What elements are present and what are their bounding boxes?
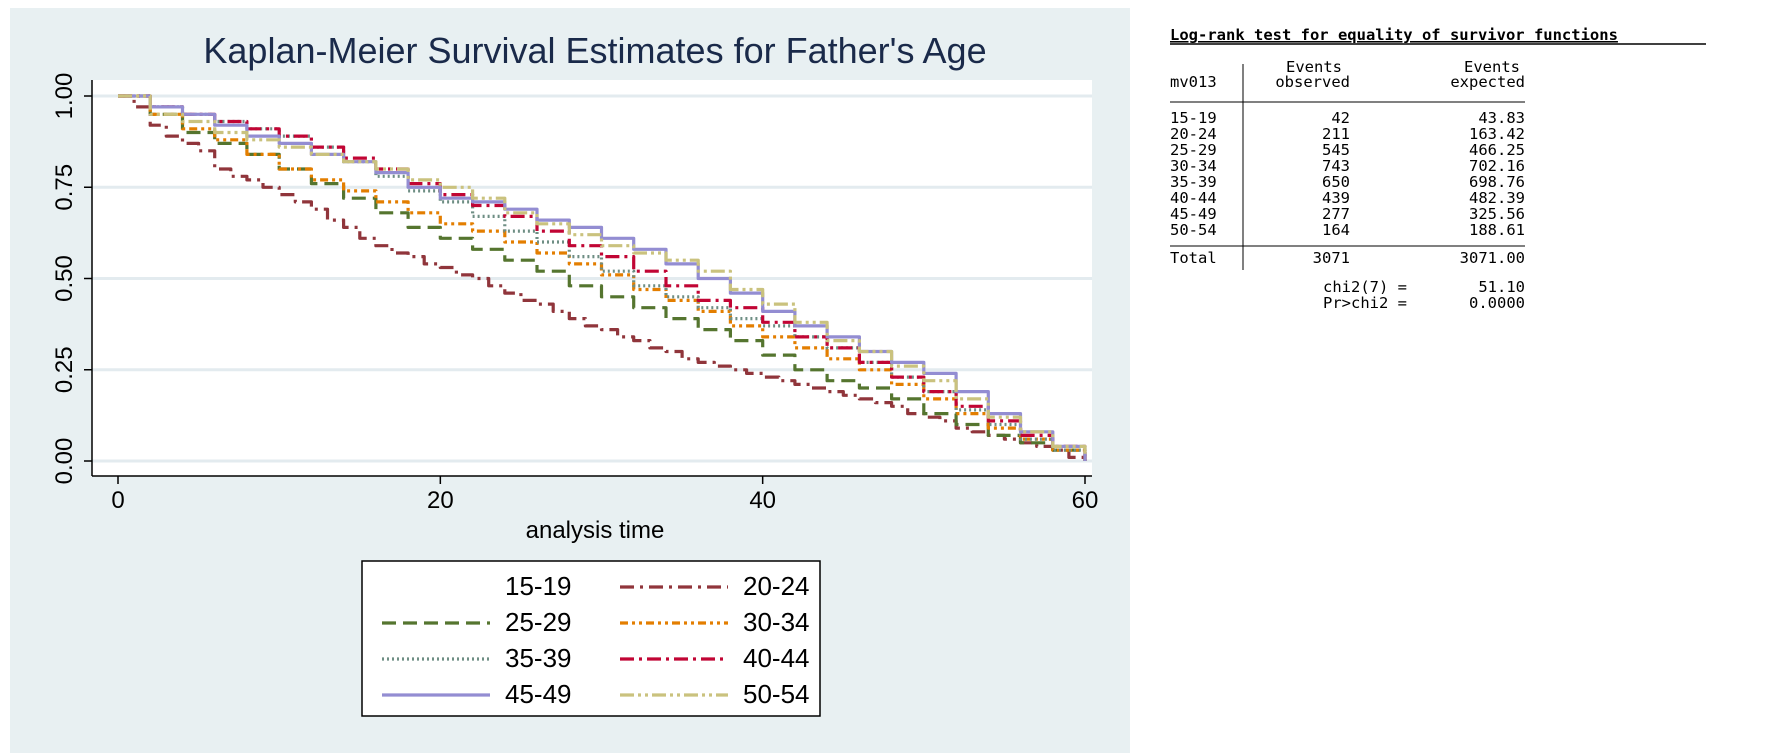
logrank-row: 45-49 277 325.56 bbox=[1170, 205, 1525, 223]
x-axis-title: analysis time bbox=[526, 517, 665, 544]
row-group: 30-34 bbox=[1170, 157, 1217, 175]
col1-header-line1: Events bbox=[1286, 58, 1342, 76]
logrank-table-svg: Log-rank test for equality of survivor f… bbox=[1170, 26, 1706, 312]
x-tick-label: 60 bbox=[1072, 487, 1099, 514]
legend-label-45-49: 45-49 bbox=[505, 679, 572, 709]
legend-label-25-29: 25-29 bbox=[505, 607, 572, 637]
y-tick-label: 0.75 bbox=[51, 164, 78, 211]
logrank-row: 35-39 650 698.76 bbox=[1170, 173, 1525, 191]
total-label: Total bbox=[1170, 249, 1217, 267]
logrank-row: 40-44 439 482.39 bbox=[1170, 189, 1525, 207]
logrank-rows: 15-19 42 43.83 20-24 211 163.42 25-29 545 466.25… bbox=[1170, 109, 1525, 239]
legend-label-20-24: 20-24 bbox=[743, 571, 810, 601]
row-group: 15-19 bbox=[1170, 109, 1217, 127]
chi2-label: chi2(7) = bbox=[1323, 278, 1407, 296]
km-chart: 0.00 0.25 0.50 0.75 1.00 0 20 40 60 Kaplan-Meier… bbox=[51, 30, 1098, 717]
p-label: Pr>chi2 = bbox=[1323, 294, 1407, 312]
legend: 15-19 20-24 25-29 30-34 35-39 40-44 45-49 50-54 bbox=[361, 560, 821, 717]
series-line-50-54 bbox=[118, 94, 1087, 454]
col1-header-line2: observed bbox=[1275, 73, 1350, 91]
group-header: mv013 bbox=[1170, 73, 1217, 91]
total-observed: 3071 bbox=[1313, 249, 1350, 267]
legend-label-35-39: 35-39 bbox=[505, 643, 572, 673]
logrank-row: 20-24 211 163.42 bbox=[1170, 125, 1525, 143]
row-group: 50-54 bbox=[1170, 221, 1217, 239]
row-observed: 164 bbox=[1322, 221, 1350, 239]
row-observed: 650 bbox=[1322, 173, 1350, 191]
row-group: 40-44 bbox=[1170, 189, 1217, 207]
row-expected: 163.42 bbox=[1469, 125, 1525, 143]
y-tick-label: 1.00 bbox=[51, 73, 78, 120]
legend-label-15-19: 15-19 bbox=[505, 571, 572, 601]
row-expected: 188.61 bbox=[1469, 221, 1525, 239]
x-tick-label: 20 bbox=[427, 487, 454, 514]
logrank-row: 15-19 42 43.83 bbox=[1170, 109, 1525, 127]
row-observed: 277 bbox=[1322, 205, 1350, 223]
row-expected: 698.76 bbox=[1469, 173, 1525, 191]
col2-header-line1: Events bbox=[1464, 58, 1520, 76]
row-observed: 545 bbox=[1322, 141, 1350, 159]
row-expected: 325.56 bbox=[1469, 205, 1525, 223]
chi2-value: 51.10 bbox=[1478, 278, 1525, 296]
row-group: 35-39 bbox=[1170, 173, 1217, 191]
x-tick-label: 0 bbox=[111, 487, 124, 514]
legend-label-30-34: 30-34 bbox=[743, 607, 810, 637]
row-observed: 42 bbox=[1331, 109, 1350, 127]
row-group: 20-24 bbox=[1170, 125, 1217, 143]
logrank-title: Log-rank test for equality of survivor f… bbox=[1170, 26, 1618, 44]
row-observed: 211 bbox=[1322, 125, 1350, 143]
logrank-table: Log-rank test for equality of survivor f… bbox=[1170, 22, 1770, 342]
series-line-20-24 bbox=[118, 94, 1087, 461]
row-observed: 439 bbox=[1322, 189, 1350, 207]
row-expected: 43.83 bbox=[1478, 109, 1525, 127]
y-tick-label: 0.25 bbox=[51, 346, 78, 393]
col2-header-line2: expected bbox=[1450, 73, 1525, 91]
row-observed: 743 bbox=[1322, 157, 1350, 175]
chart-title: Kaplan-Meier Survival Estimates for Fath… bbox=[203, 30, 986, 71]
series-lines bbox=[118, 94, 1087, 461]
chart-panel: 0.00 0.25 0.50 0.75 1.00 0 20 40 60 Kaplan-Meier… bbox=[10, 8, 1130, 753]
p-value: 0.0000 bbox=[1469, 294, 1525, 312]
total-expected: 3071.00 bbox=[1460, 249, 1525, 267]
grid-lines bbox=[92, 94, 1092, 463]
logrank-row: 30-34 743 702.16 bbox=[1170, 157, 1525, 175]
series-line-30-34 bbox=[118, 94, 1087, 461]
logrank-row: 25-29 545 466.25 bbox=[1170, 141, 1525, 159]
row-expected: 466.25 bbox=[1469, 141, 1525, 159]
row-expected: 702.16 bbox=[1469, 157, 1525, 175]
row-group: 25-29 bbox=[1170, 141, 1217, 159]
legend-label-50-54: 50-54 bbox=[743, 679, 810, 709]
legend-box bbox=[361, 560, 821, 717]
row-expected: 482.39 bbox=[1469, 189, 1525, 207]
x-tick-label: 40 bbox=[749, 487, 776, 514]
logrank-row: 50-54 164 188.61 bbox=[1170, 221, 1525, 239]
y-tick-label: 0.00 bbox=[51, 438, 78, 485]
y-tick-label: 0.50 bbox=[51, 255, 78, 302]
tick-labels: 0.00 0.25 0.50 0.75 1.00 0 20 40 60 bbox=[51, 73, 1098, 514]
legend-label-40-44: 40-44 bbox=[743, 643, 810, 673]
row-group: 45-49 bbox=[1170, 205, 1217, 223]
